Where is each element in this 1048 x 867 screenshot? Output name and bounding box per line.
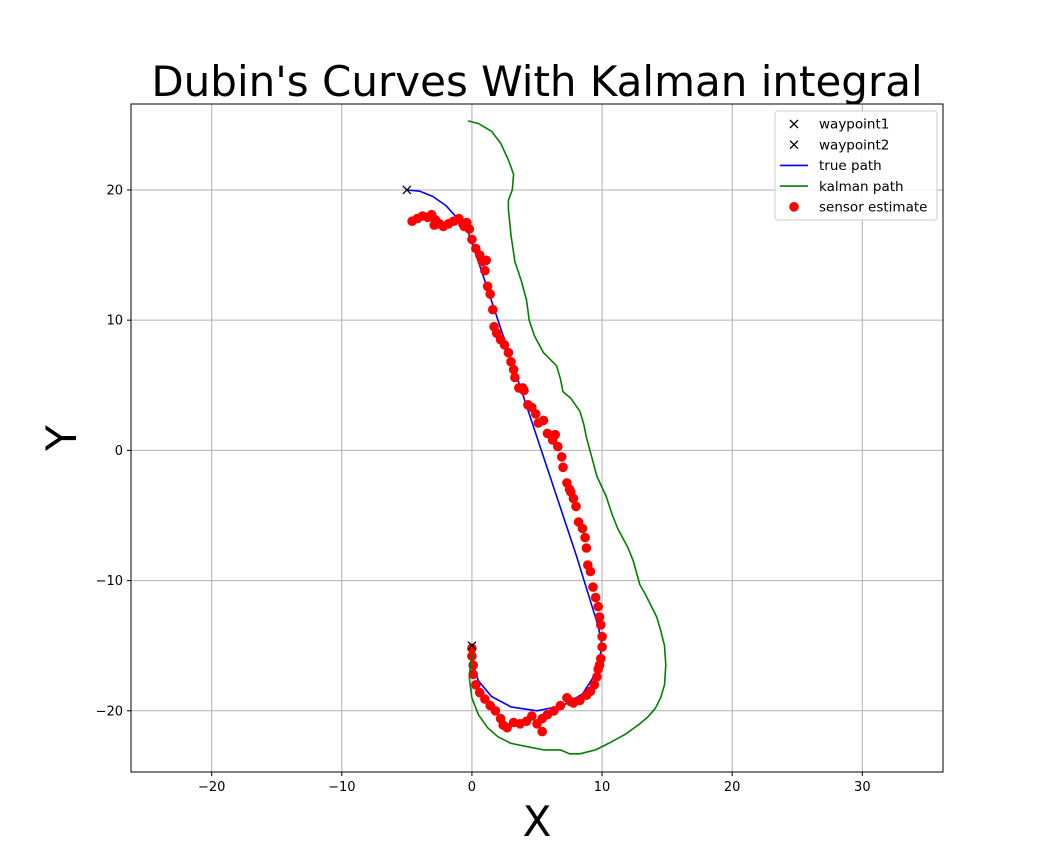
sensor-estimate-point [581, 543, 592, 553]
x-tick-label: 30 [854, 780, 871, 795]
x-tick-label: 10 [594, 780, 611, 795]
sensor-estimate-point [508, 717, 519, 728]
sensor-estimate-point [542, 428, 553, 439]
sensor-estimate-point [590, 592, 601, 603]
sensor-estimate-point [550, 429, 560, 440]
sensor-estimate-point [508, 364, 519, 375]
sensor-estimate-point [498, 720, 509, 730]
sensor-estimate-series [407, 209, 607, 737]
legend-label: kalman path [819, 179, 904, 195]
sensor-estimate-point [555, 700, 566, 711]
sensor-estimate-point [530, 409, 541, 419]
kalman-path-line [467, 120, 667, 755]
y-tick-label: 0 [115, 444, 123, 459]
legend-entry: true path [780, 158, 882, 174]
waypoint1-marker [402, 185, 412, 195]
x-tick-label: 20 [724, 780, 741, 795]
y-tick-label: 10 [106, 314, 123, 329]
sensor-estimate-point [482, 281, 493, 292]
sensor-estimate-point [480, 265, 490, 276]
sensor-estimate-point [558, 462, 568, 473]
axis-ticks: −20 −10 0 10 20 30 −20 −10 0 10 20 [96, 183, 871, 795]
x-tick-label: 0 [468, 780, 476, 795]
plot-area [130, 103, 944, 773]
axes-frame [130, 103, 944, 773]
legend-entry: kalman path [780, 179, 904, 195]
legend-entry: waypoint2 [789, 137, 889, 153]
true-path-line [406, 189, 603, 712]
x-tick-label: −20 [198, 780, 225, 795]
sensor-estimate-point [499, 340, 510, 350]
sensor-estimate-point [485, 289, 496, 299]
cross-stroke [467, 641, 477, 651]
legend-waypoint-marker [789, 119, 799, 129]
sensor-estimate-point [577, 523, 588, 534]
sensor-estimate-point [597, 631, 607, 642]
sensor-estimate-point [485, 700, 496, 711]
sensor-estimate-point [537, 726, 547, 737]
kalman-path-series [467, 120, 667, 755]
sensor-estimate-point [468, 669, 479, 680]
sensor-estimate-point [585, 566, 596, 577]
sensor-estimate-point [429, 220, 440, 230]
legend-label: waypoint2 [819, 137, 889, 153]
sensor-estimate-point [593, 601, 603, 612]
sensor-estimate-point [588, 582, 598, 592]
sensor-estimate-point [467, 234, 477, 245]
legend: waypoint1 waypoint2 true path kalman path se… [774, 110, 938, 221]
sensor-estimate-point [488, 304, 498, 315]
sensor-estimate-point [593, 664, 603, 674]
cross-stroke [789, 140, 799, 150]
waypoints [402, 185, 477, 651]
sensor-estimate-point [510, 372, 520, 383]
sensor-estimate-point [506, 357, 516, 367]
y-tick-label: −10 [96, 574, 123, 589]
legend-label: true path [819, 158, 882, 174]
sensor-estimate-point [556, 452, 567, 462]
y-tick-label: 20 [106, 183, 123, 198]
sensor-estimate-point [597, 642, 607, 652]
legend-sensor-swatch [789, 202, 799, 212]
sensor-estimate-point [566, 487, 576, 497]
sensor-estimate-point [580, 532, 590, 543]
y-axis-label: Y [37, 425, 86, 452]
sensor-estimate-point [571, 501, 581, 512]
legend-label: sensor estimate [819, 200, 927, 216]
legend-entry: sensor estimate [789, 200, 927, 216]
x-tick-label: −10 [328, 780, 355, 795]
cross-stroke [402, 185, 412, 195]
sensor-estimate-point [503, 347, 514, 358]
sensor-estimate-point [594, 612, 605, 622]
sensor-estimate-point [474, 687, 485, 698]
legend-label: waypoint1 [819, 117, 889, 133]
sensor-estimate-point [592, 672, 602, 682]
sensor-estimate-point [471, 680, 481, 690]
sensor-estimate-point [596, 620, 606, 630]
sensor-estimate-point [566, 696, 576, 707]
sensor-estimate-point [532, 719, 542, 729]
sensor-estimate-point [538, 415, 549, 426]
y-tick-label: −20 [96, 704, 123, 719]
true-path-series [406, 189, 603, 712]
legend-box [774, 110, 938, 221]
sensor-estimate-point [459, 221, 469, 232]
cross-stroke [789, 119, 799, 129]
legend-waypoint-marker [789, 140, 799, 150]
sensor-estimate-point [480, 694, 490, 704]
legend-entry: waypoint1 [789, 117, 889, 133]
sensor-estimate-point [553, 441, 563, 452]
sensor-estimate-point [467, 643, 477, 654]
waypoint2-marker [467, 641, 477, 651]
sensor-estimate-point [481, 255, 492, 266]
chart-title: Dubin's Curves With Kalman integral [151, 57, 922, 106]
sensor-estimate-point [517, 383, 528, 393]
sensor-estimate-point [581, 690, 592, 700]
x-axis-label: X [523, 797, 552, 846]
